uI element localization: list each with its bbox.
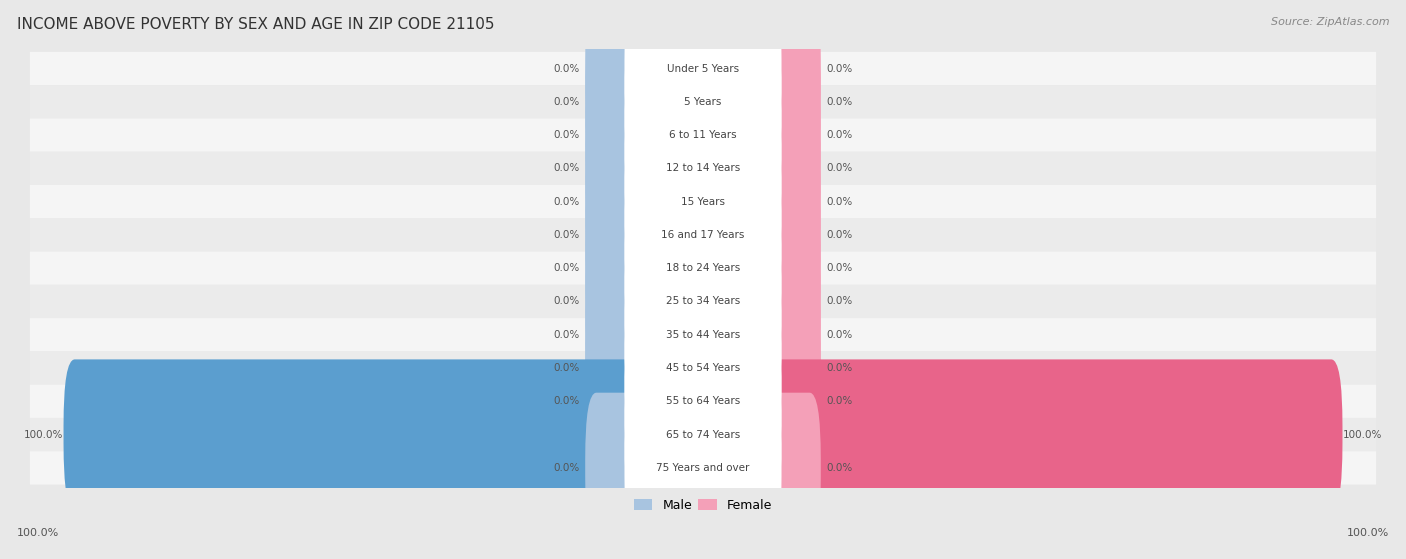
FancyBboxPatch shape <box>30 218 1376 252</box>
FancyBboxPatch shape <box>585 60 647 210</box>
Text: 65 to 74 Years: 65 to 74 Years <box>666 430 740 439</box>
FancyBboxPatch shape <box>585 293 647 443</box>
Text: 0.0%: 0.0% <box>554 64 579 74</box>
Text: 0.0%: 0.0% <box>554 263 579 273</box>
Text: 100.0%: 100.0% <box>1347 528 1389 538</box>
FancyBboxPatch shape <box>585 27 647 177</box>
Text: Under 5 Years: Under 5 Years <box>666 64 740 74</box>
Text: 0.0%: 0.0% <box>554 130 579 140</box>
FancyBboxPatch shape <box>63 359 647 510</box>
FancyBboxPatch shape <box>585 226 647 377</box>
Text: 0.0%: 0.0% <box>827 263 852 273</box>
Text: 0.0%: 0.0% <box>827 163 852 173</box>
Text: INCOME ABOVE POVERTY BY SEX AND AGE IN ZIP CODE 21105: INCOME ABOVE POVERTY BY SEX AND AGE IN Z… <box>17 17 495 32</box>
Text: 100.0%: 100.0% <box>17 528 59 538</box>
Text: 45 to 54 Years: 45 to 54 Years <box>666 363 740 373</box>
FancyBboxPatch shape <box>624 392 782 543</box>
FancyBboxPatch shape <box>30 451 1376 485</box>
Text: 0.0%: 0.0% <box>827 230 852 240</box>
Text: 100.0%: 100.0% <box>1343 430 1382 439</box>
Text: 35 to 44 Years: 35 to 44 Years <box>666 330 740 340</box>
Text: 5 Years: 5 Years <box>685 97 721 107</box>
FancyBboxPatch shape <box>624 126 782 277</box>
FancyBboxPatch shape <box>759 0 821 144</box>
Text: 0.0%: 0.0% <box>827 396 852 406</box>
FancyBboxPatch shape <box>624 226 782 377</box>
Text: 100.0%: 100.0% <box>24 430 63 439</box>
Text: 0.0%: 0.0% <box>554 97 579 107</box>
FancyBboxPatch shape <box>30 418 1376 451</box>
FancyBboxPatch shape <box>759 193 821 343</box>
FancyBboxPatch shape <box>585 126 647 277</box>
FancyBboxPatch shape <box>624 193 782 343</box>
Text: 0.0%: 0.0% <box>827 363 852 373</box>
Text: 0.0%: 0.0% <box>554 363 579 373</box>
FancyBboxPatch shape <box>30 385 1376 418</box>
FancyBboxPatch shape <box>585 193 647 343</box>
FancyBboxPatch shape <box>624 259 782 410</box>
Text: 12 to 14 Years: 12 to 14 Years <box>666 163 740 173</box>
FancyBboxPatch shape <box>624 27 782 177</box>
FancyBboxPatch shape <box>30 185 1376 218</box>
Text: 0.0%: 0.0% <box>827 463 852 473</box>
Text: 55 to 64 Years: 55 to 64 Years <box>666 396 740 406</box>
FancyBboxPatch shape <box>30 151 1376 185</box>
FancyBboxPatch shape <box>759 359 1343 510</box>
FancyBboxPatch shape <box>624 293 782 443</box>
Text: 16 and 17 Years: 16 and 17 Years <box>661 230 745 240</box>
FancyBboxPatch shape <box>585 93 647 244</box>
FancyBboxPatch shape <box>585 326 647 477</box>
Text: 0.0%: 0.0% <box>554 463 579 473</box>
Text: 75 Years and over: 75 Years and over <box>657 463 749 473</box>
FancyBboxPatch shape <box>585 392 647 543</box>
FancyBboxPatch shape <box>30 119 1376 151</box>
FancyBboxPatch shape <box>759 293 821 443</box>
FancyBboxPatch shape <box>759 226 821 377</box>
Text: 0.0%: 0.0% <box>554 296 579 306</box>
Text: 0.0%: 0.0% <box>554 230 579 240</box>
Text: 0.0%: 0.0% <box>827 130 852 140</box>
FancyBboxPatch shape <box>624 326 782 477</box>
Text: 0.0%: 0.0% <box>554 197 579 207</box>
FancyBboxPatch shape <box>30 85 1376 119</box>
Text: 0.0%: 0.0% <box>827 64 852 74</box>
Text: 0.0%: 0.0% <box>827 330 852 340</box>
Text: 25 to 34 Years: 25 to 34 Years <box>666 296 740 306</box>
FancyBboxPatch shape <box>30 52 1376 85</box>
Text: 0.0%: 0.0% <box>827 296 852 306</box>
FancyBboxPatch shape <box>759 392 821 543</box>
Text: 0.0%: 0.0% <box>554 163 579 173</box>
FancyBboxPatch shape <box>759 326 821 477</box>
FancyBboxPatch shape <box>624 93 782 244</box>
FancyBboxPatch shape <box>624 359 782 510</box>
Text: 6 to 11 Years: 6 to 11 Years <box>669 130 737 140</box>
Text: 18 to 24 Years: 18 to 24 Years <box>666 263 740 273</box>
FancyBboxPatch shape <box>759 27 821 177</box>
Text: 15 Years: 15 Years <box>681 197 725 207</box>
Legend: Male, Female: Male, Female <box>628 494 778 517</box>
FancyBboxPatch shape <box>624 0 782 144</box>
FancyBboxPatch shape <box>585 160 647 310</box>
FancyBboxPatch shape <box>30 352 1376 385</box>
Text: 0.0%: 0.0% <box>827 197 852 207</box>
Text: 0.0%: 0.0% <box>827 97 852 107</box>
FancyBboxPatch shape <box>624 160 782 310</box>
Text: 0.0%: 0.0% <box>554 330 579 340</box>
FancyBboxPatch shape <box>585 259 647 410</box>
FancyBboxPatch shape <box>759 259 821 410</box>
FancyBboxPatch shape <box>759 60 821 210</box>
FancyBboxPatch shape <box>759 160 821 310</box>
FancyBboxPatch shape <box>759 126 821 277</box>
FancyBboxPatch shape <box>585 0 647 144</box>
Text: 0.0%: 0.0% <box>554 396 579 406</box>
Text: Source: ZipAtlas.com: Source: ZipAtlas.com <box>1271 17 1389 27</box>
FancyBboxPatch shape <box>30 252 1376 285</box>
FancyBboxPatch shape <box>759 93 821 244</box>
FancyBboxPatch shape <box>30 318 1376 352</box>
FancyBboxPatch shape <box>30 285 1376 318</box>
FancyBboxPatch shape <box>624 60 782 210</box>
